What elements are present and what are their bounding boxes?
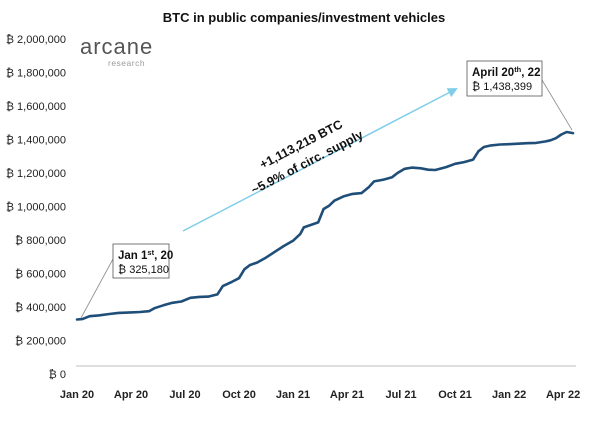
logo-subtitle: research [108, 58, 145, 68]
start-annotation-value: ₿ 325,180 [118, 264, 169, 276]
start-annotation-date: Jan 1st, 20 [118, 248, 173, 262]
start-leader-line [80, 258, 114, 319]
end-annotation-date: April 20th, 22 [472, 65, 540, 79]
x-tick-label: Apr 20 [114, 389, 148, 401]
y-tick-label: ₿ 2,000,000 [6, 34, 66, 46]
chart-title: BTC in public companies/investment vehic… [163, 10, 445, 25]
end-annotation-box [466, 60, 543, 97]
end-leader-line [541, 79, 573, 131]
y-tick-label: ₿ 1,400,000 [6, 135, 66, 147]
x-tick-label: Apr 21 [330, 389, 364, 401]
x-tick-label: Oct 21 [438, 389, 472, 401]
y-tick-label: ₿ 600,000 [15, 269, 66, 281]
logo-name: arcane [80, 34, 153, 59]
y-tick-label: ₿ 1,000,000 [6, 202, 66, 214]
series-layer [75, 130, 575, 321]
x-tick-label: Jan 21 [276, 389, 310, 401]
y-tick-label: ₿ 1,800,000 [6, 68, 66, 80]
x-tick-label: Apr 22 [546, 389, 580, 401]
trend-arrow [182, 88, 458, 232]
x-tick-label: Jan 22 [492, 389, 526, 401]
end-annotation-value: ₿ 1,438,399 [472, 81, 532, 93]
x-axis: Jan 20 Apr 20 Jul 20 Oct 20 Jan 21 Apr 21 Jul … [60, 389, 580, 401]
y-tick-label: ₿ 200,000 [15, 336, 66, 348]
y-tick-label: ₿ 800,000 [15, 235, 66, 247]
y-tick-label: ₿ 1,600,000 [6, 101, 66, 113]
start-annotation-box [112, 243, 170, 279]
y-axis: ₿ 0 ₿ 200,000 ₿ 400,000 ₿ 600,000 ₿ 800,000 ₿… [6, 34, 66, 381]
x-tick-label: Jul 21 [385, 389, 416, 401]
x-tick-label: Jul 20 [169, 389, 200, 401]
x-tick-label: Oct 20 [222, 389, 256, 401]
y-tick-label: ₿ 1,200,000 [6, 168, 66, 180]
y-tick-label: ₿ 400,000 [15, 302, 66, 314]
series-line-btc-holdings [75, 130, 575, 321]
x-tick-label: Jan 20 [60, 389, 94, 401]
y-tick-label: ₿ 0 [49, 369, 66, 381]
logo: arcane research [80, 34, 153, 68]
